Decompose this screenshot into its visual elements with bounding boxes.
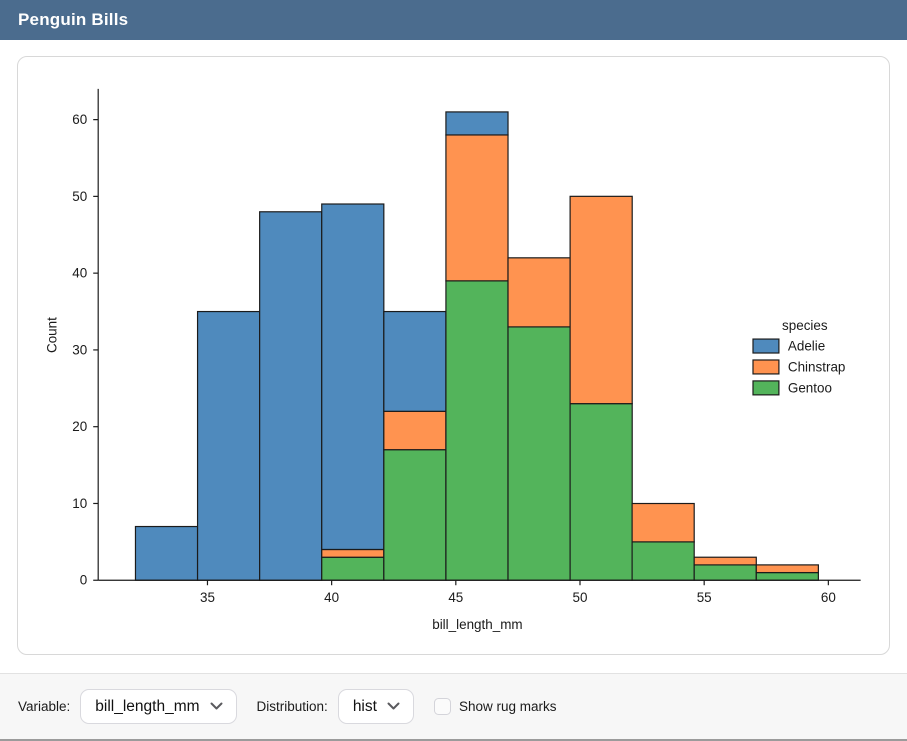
y-tick-label: 0	[80, 573, 87, 588]
legend-label-gentoo: Gentoo	[788, 380, 832, 395]
x-tick-label: 35	[200, 590, 215, 605]
legend-title: species	[782, 318, 828, 333]
x-tick-label: 40	[324, 590, 339, 605]
bar-segment-gentoo	[569, 403, 633, 581]
axes	[93, 88, 861, 586]
y-axis-label: Count	[44, 317, 59, 353]
bar-segment-adelie	[259, 211, 323, 581]
bar-segment-gentoo	[631, 541, 695, 581]
bar-segment-adelie	[445, 111, 509, 136]
bar-segment-chinstrap	[445, 134, 509, 282]
show-rug-checkbox[interactable]	[433, 698, 451, 715]
bar-segment-gentoo	[383, 449, 447, 581]
bar-segment-chinstrap	[321, 548, 385, 558]
bar-segment-chinstrap	[507, 257, 571, 328]
distribution-label: Distribution:	[256, 699, 328, 714]
legend-label-adelie: Adelie	[788, 339, 825, 354]
bar-segment-chinstrap	[693, 556, 757, 566]
bar-segment-chinstrap	[383, 410, 447, 451]
variable-select-value: bill_length_mm	[95, 697, 200, 715]
y-tick-label: 60	[72, 112, 87, 127]
x-tick-label: 50	[573, 590, 588, 605]
bar-segment-gentoo	[445, 280, 509, 581]
page-title: Penguin Bills	[18, 10, 129, 29]
chevron-down-icon	[210, 702, 223, 711]
show-rug-label: Show rug marks	[458, 699, 557, 714]
variable-select[interactable]: bill_length_mm	[80, 689, 237, 724]
y-tick-label: 30	[72, 342, 87, 357]
bar-segment-gentoo	[321, 556, 385, 581]
legend-swatch-gentoo	[752, 380, 780, 396]
variable-label: Variable:	[18, 699, 71, 714]
bar-segment-adelie	[383, 310, 447, 412]
bar-segment-gentoo	[507, 326, 571, 581]
distribution-select-value: hist	[352, 697, 377, 715]
app-header: Penguin Bills	[0, 0, 907, 40]
distribution-select[interactable]: hist	[337, 689, 414, 724]
y-tick-label: 50	[72, 189, 87, 204]
legend-swatch-chinstrap	[752, 359, 780, 375]
legend-swatch-adelie	[752, 338, 780, 354]
x-tick-label: 60	[821, 590, 836, 605]
control-bar: Variable: bill_length_mm Distribution: h…	[0, 673, 907, 739]
x-axis-label: bill_length_mm	[432, 617, 522, 632]
chart-card: 35 40 45 50 55 60 0 10 20 30 40 50 60 bill_length_mm C…	[17, 56, 890, 655]
bar-segment-adelie	[134, 525, 199, 581]
legend-label-chinstrap: Chinstrap	[788, 359, 846, 374]
y-tick-label: 10	[72, 496, 87, 511]
bar-segment-chinstrap	[569, 195, 633, 405]
y-tick-label: 40	[72, 266, 87, 281]
legend	[752, 338, 780, 396]
chevron-down-icon	[387, 702, 400, 711]
bar-segment-chinstrap	[631, 502, 695, 543]
x-tick-label: 45	[448, 590, 463, 605]
bar-segment-gentoo	[755, 571, 819, 581]
main-content: 35 40 45 50 55 60 0 10 20 30 40 50 60 bill_length_mm C…	[0, 40, 907, 673]
bar-segment-adelie	[321, 203, 385, 551]
bar-segment-chinstrap	[755, 564, 819, 574]
histogram-chart: 35 40 45 50 55 60 0 10 20 30 40 50 60 bill_length_mm C…	[44, 88, 861, 632]
histogram-bars	[134, 111, 819, 581]
x-tick-label: 55	[697, 590, 712, 605]
bar-segment-adelie	[196, 310, 261, 581]
y-tick-label: 20	[72, 419, 87, 434]
bar-segment-gentoo	[693, 564, 757, 581]
